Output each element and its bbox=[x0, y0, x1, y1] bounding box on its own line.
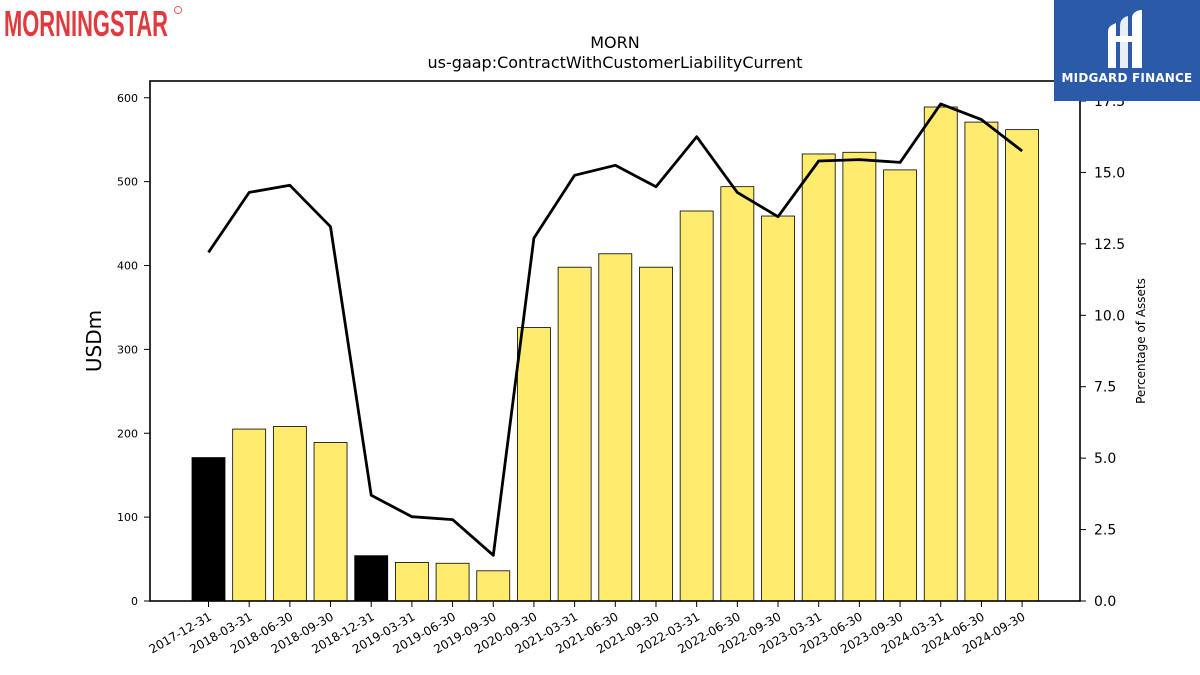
bar bbox=[761, 215, 795, 602]
y-tick-label: 0 bbox=[131, 595, 138, 608]
percentage-line bbox=[207, 102, 1023, 557]
y2-tick-label: 2.5 bbox=[1094, 523, 1116, 539]
y2-tick-label: 5.0 bbox=[1094, 451, 1116, 467]
bar bbox=[272, 426, 307, 602]
y-tick-label: 100 bbox=[117, 511, 138, 524]
bar bbox=[679, 210, 714, 602]
y2-tick-label: 15.0 bbox=[1094, 165, 1125, 181]
bar bbox=[801, 153, 836, 602]
bar bbox=[964, 121, 999, 602]
y2-tick-label: 7.5 bbox=[1094, 380, 1116, 396]
y2-axis-label: Percentage of Assets bbox=[1134, 278, 1148, 404]
y-tick-label: 200 bbox=[117, 427, 138, 440]
bar bbox=[476, 570, 511, 602]
y-axis-label: USDm bbox=[82, 310, 106, 372]
bar bbox=[842, 151, 877, 602]
morningstar-logo: MORNINGSTAR bbox=[4, 3, 184, 44]
midgard-logo-text: MIDGARD FINANCE bbox=[1061, 71, 1193, 85]
bar bbox=[313, 442, 348, 602]
y2-tick-label: 12.5 bbox=[1094, 237, 1125, 253]
bar bbox=[1005, 129, 1039, 602]
y-tick-label: 500 bbox=[117, 176, 138, 189]
bar bbox=[232, 428, 267, 602]
bar bbox=[354, 555, 389, 602]
chart-title: MORN bbox=[590, 33, 639, 52]
bar-series bbox=[191, 106, 1039, 602]
right-y-axis: 0.02.55.07.510.012.515.017.5 bbox=[1080, 94, 1125, 610]
bar bbox=[639, 266, 673, 602]
bar bbox=[883, 169, 917, 602]
y2-tick-label: 10.0 bbox=[1094, 308, 1125, 324]
y-tick-label: 400 bbox=[117, 260, 138, 273]
line-series bbox=[207, 102, 1023, 557]
bar bbox=[557, 266, 592, 602]
bar bbox=[191, 457, 226, 602]
midgard-mark-icon bbox=[1108, 10, 1142, 68]
x-axis: 2017-12-312018-03-312018-06-302018-09-30… bbox=[147, 601, 1028, 656]
y-tick-label: 300 bbox=[117, 343, 138, 356]
bar bbox=[394, 562, 429, 602]
midgard-finance-logo: MIDGARD FINANCE bbox=[1054, 0, 1200, 101]
chart-subtitle: us-gaap:ContractWithCustomerLiabilityCur… bbox=[428, 53, 803, 72]
registered-mark-icon bbox=[174, 6, 182, 14]
bar bbox=[923, 106, 958, 602]
morningstar-logo-text: MORNINGSTAR bbox=[4, 4, 168, 42]
y2-tick-label: 0.0 bbox=[1094, 594, 1116, 610]
bar bbox=[598, 253, 633, 602]
left-y-axis: 0 100 200 300 400 500 600 bbox=[117, 92, 150, 608]
bar bbox=[720, 186, 755, 602]
bar bbox=[517, 327, 551, 602]
y-tick-label: 600 bbox=[117, 92, 138, 105]
bar bbox=[435, 562, 470, 602]
